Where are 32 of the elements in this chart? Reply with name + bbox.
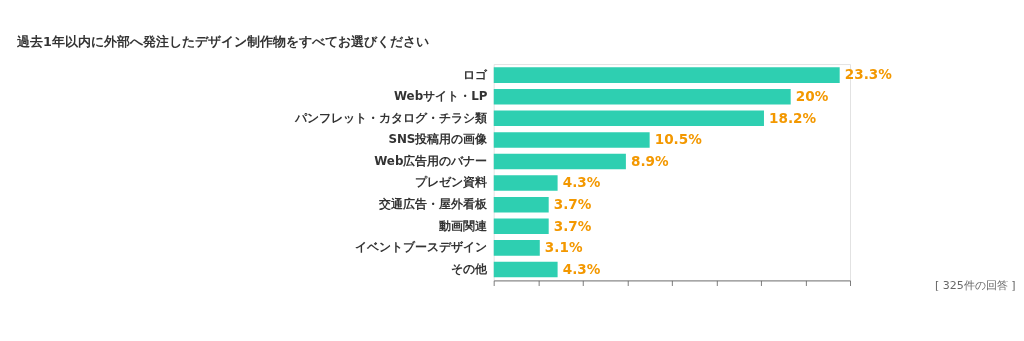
data-label: 4.3% bbox=[562, 174, 601, 191]
bar bbox=[493, 196, 549, 213]
y-tick-label: その他 bbox=[451, 261, 489, 276]
bar bbox=[493, 67, 840, 83]
bar bbox=[493, 240, 540, 256]
data-label: 3.1% bbox=[544, 239, 583, 256]
data-label: 10.5% bbox=[654, 131, 703, 148]
bar bbox=[493, 153, 626, 170]
y-tick-label: プレゼン資料 bbox=[415, 175, 488, 190]
y-tick-label: 動画関連 bbox=[438, 218, 489, 233]
y-tick-label: パンフレット・カタログ・チラシ類 bbox=[294, 110, 488, 125]
bar bbox=[493, 88, 791, 105]
y-tick-label: イベントブースデザイン bbox=[355, 240, 488, 255]
bar bbox=[493, 132, 650, 148]
data-label: 3.7% bbox=[553, 195, 592, 212]
bar bbox=[493, 175, 558, 191]
y-tick-label: SNS投稿用の画像 bbox=[388, 132, 489, 147]
data-label: 3.7% bbox=[553, 217, 592, 234]
data-label: 23.3% bbox=[844, 66, 893, 83]
y-tick-label: 交通広告・屋外看板 bbox=[378, 197, 489, 212]
data-label: 4.3% bbox=[562, 260, 601, 277]
bar bbox=[493, 110, 764, 127]
y-tick-label: Webサイト・LP bbox=[393, 89, 488, 104]
text: 過去1年以内に外部へ発注したデザイン制作物をすべてお選びください bbox=[15, 34, 429, 50]
data-label: 20% bbox=[795, 87, 829, 104]
data-label: 18.2% bbox=[769, 109, 817, 126]
bar bbox=[493, 218, 549, 235]
text: [ 325件の回答 ] bbox=[934, 278, 1016, 292]
y-tick-label: ロゴ bbox=[463, 67, 489, 82]
y-tick-label: Web広告用のバナー bbox=[374, 153, 488, 168]
data-label: 8.9% bbox=[630, 152, 670, 169]
bar bbox=[493, 261, 558, 278]
